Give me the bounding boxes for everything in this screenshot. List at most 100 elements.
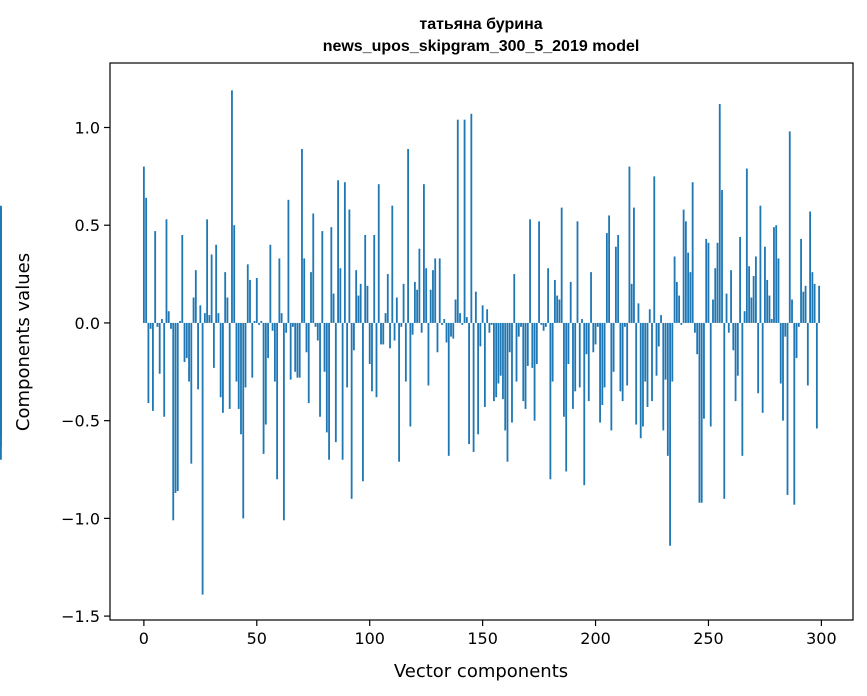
- bar: [425, 268, 428, 323]
- bar: [617, 234, 620, 323]
- bar: [524, 322, 527, 409]
- bar: [736, 322, 739, 376]
- bar: [614, 246, 617, 323]
- y-tick-label: −0.5: [61, 412, 100, 431]
- bar: [418, 248, 421, 323]
- bar: [517, 322, 520, 337]
- bar: [671, 322, 674, 382]
- bar: [727, 322, 730, 333]
- bar: [325, 322, 328, 433]
- bar: [499, 322, 502, 376]
- bar: [542, 322, 545, 331]
- bar: [653, 176, 656, 323]
- bar: [468, 322, 470, 445]
- bar: [152, 322, 154, 411]
- bar: [400, 322, 403, 327]
- bar: [334, 322, 337, 443]
- bar: [384, 313, 387, 323]
- bar: [694, 322, 696, 333]
- bar: [630, 283, 633, 323]
- bar: [777, 258, 780, 323]
- bar: [156, 322, 159, 327]
- bar: [707, 242, 710, 323]
- bar: [621, 322, 624, 402]
- bar: [402, 283, 405, 323]
- bar: [371, 322, 373, 392]
- bar: [748, 266, 751, 323]
- bar: [228, 322, 231, 409]
- bar: [244, 322, 247, 388]
- x-tick-label: 200: [580, 629, 611, 648]
- bar: [423, 184, 425, 323]
- bar: [249, 279, 251, 323]
- bar: [770, 319, 773, 323]
- bar: [280, 313, 283, 323]
- bar: [233, 225, 236, 323]
- bar: [0, 209, 2, 323]
- bar: [624, 322, 626, 327]
- bar: [513, 274, 516, 323]
- bar: [795, 322, 798, 359]
- bar: [312, 213, 315, 323]
- bar: [662, 322, 665, 431]
- bar: [488, 322, 491, 333]
- bar: [237, 322, 240, 409]
- bar: [716, 242, 719, 323]
- bar: [657, 322, 660, 347]
- bar: [768, 295, 771, 323]
- bar: [547, 268, 550, 323]
- bar: [642, 322, 644, 427]
- bar: [206, 219, 209, 323]
- bar: [246, 264, 249, 323]
- bar: [599, 322, 601, 423]
- bar: [639, 322, 642, 439]
- chart-title: татьяна бурина: [419, 16, 542, 33]
- bar: [635, 322, 638, 425]
- y-tick-label: 0.5: [75, 216, 100, 235]
- bar: [208, 315, 211, 323]
- bar: [172, 322, 175, 521]
- bar: [601, 322, 604, 406]
- bar: [176, 322, 179, 492]
- bar: [734, 322, 737, 402]
- bar: [750, 297, 753, 323]
- bar: [637, 303, 640, 323]
- bar: [253, 320, 256, 323]
- bar: [165, 219, 168, 323]
- bar: [592, 322, 595, 353]
- bar: [194, 270, 197, 323]
- bar: [330, 227, 333, 323]
- ticks-group: 0 50 100 150 200 250 300 −1.5 −1.0 −0.5 0.0 0.5 1.0: [61, 118, 837, 648]
- bar: [420, 322, 423, 333]
- bar: [429, 289, 432, 323]
- bar: [303, 258, 306, 323]
- bar: [483, 322, 486, 407]
- bar: [718, 104, 721, 323]
- bar: [258, 322, 260, 325]
- bar: [454, 299, 457, 323]
- bar: [199, 305, 202, 323]
- bar: [709, 322, 712, 427]
- bar: [581, 319, 583, 323]
- bar: [531, 322, 534, 368]
- bar: [436, 322, 439, 353]
- bar: [278, 258, 281, 323]
- bar: [502, 322, 504, 400]
- bar: [301, 148, 303, 323]
- bar: [348, 209, 351, 323]
- bar: [730, 270, 732, 323]
- bar: [170, 322, 172, 329]
- bar: [269, 244, 272, 323]
- bar: [332, 293, 335, 323]
- bar: [691, 182, 694, 323]
- bar: [806, 322, 809, 386]
- bar: [535, 322, 538, 364]
- bar: [773, 227, 775, 323]
- bar: [533, 322, 536, 421]
- bar: [438, 258, 441, 323]
- bar: [328, 322, 330, 460]
- bar: [811, 272, 814, 323]
- bar: [743, 311, 746, 323]
- bar: [251, 322, 254, 378]
- bar: [183, 322, 186, 363]
